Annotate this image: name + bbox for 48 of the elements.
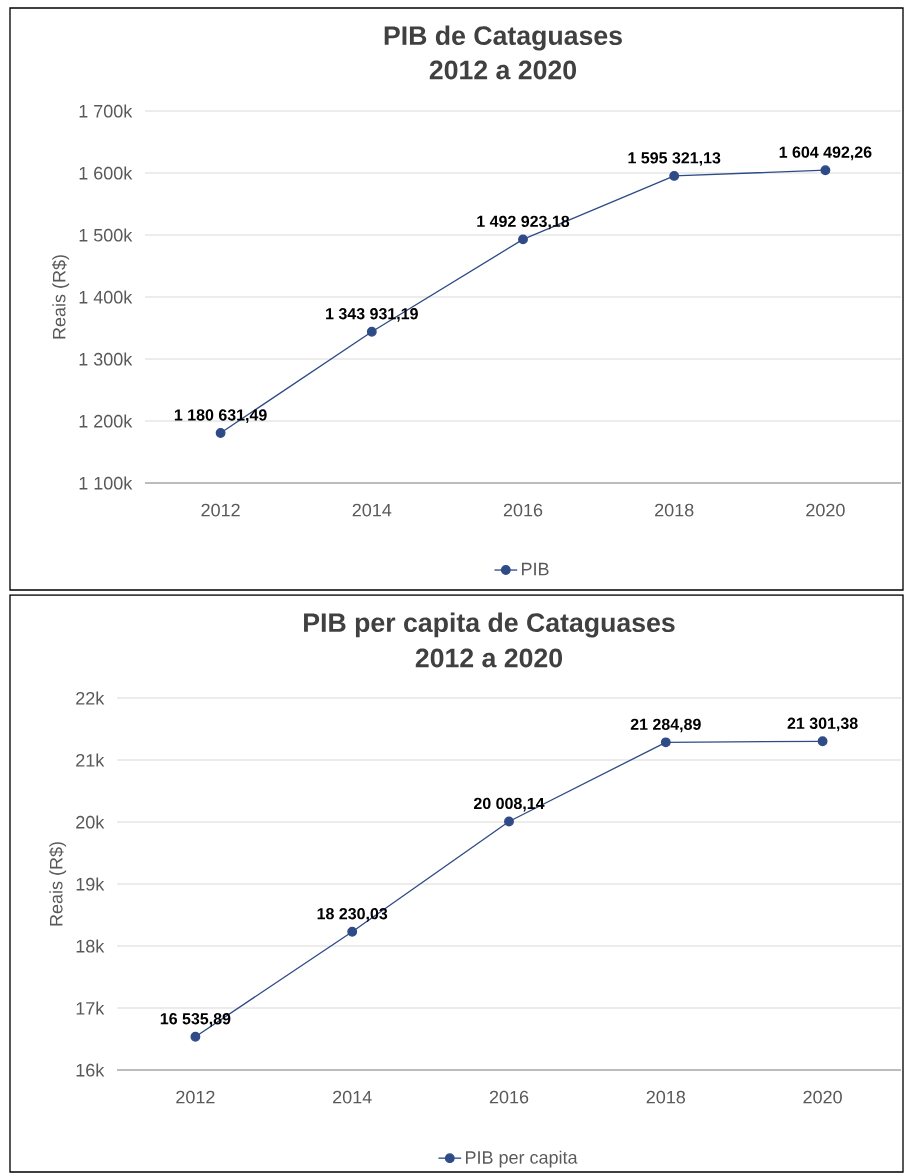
y-tick-label: 1 300k	[79, 352, 133, 366]
y-tick-label: 17k	[76, 1001, 105, 1015]
x-tick-label: 2012	[176, 1090, 215, 1104]
chart-subtitle: 2012 a 2020	[429, 60, 577, 80]
data-label: 20 008,14	[473, 797, 545, 812]
point	[215, 428, 226, 438]
x-tick-label: 2020	[806, 503, 845, 517]
x-tick-label: 2014	[333, 1090, 372, 1104]
chart-subtitle: 2012 a 2020	[415, 648, 563, 668]
x-tick-label: 2012	[201, 503, 240, 517]
point	[669, 170, 680, 181]
point	[366, 326, 377, 337]
y-tick-label: 1 100k	[79, 476, 133, 490]
y-tick-label: 19k	[76, 877, 105, 891]
data-label: 21 284,89	[630, 718, 701, 733]
y-tick-label: 1 400k	[79, 290, 133, 304]
y-axis-title: Reais (R$)	[52, 255, 70, 339]
x-tick-label: 2014	[352, 503, 392, 517]
x-tick-label: 2016	[489, 1090, 529, 1104]
point	[817, 736, 828, 747]
point	[820, 165, 831, 176]
legend-label: PIB	[522, 562, 549, 576]
point	[347, 926, 358, 937]
data-label: 1 604 492,26	[779, 146, 872, 161]
y-tick-label: 1 200k	[79, 414, 133, 428]
point	[504, 816, 514, 827]
x-tick-label: 2020	[803, 1090, 842, 1104]
y-axis-title: Reais (R$)	[49, 842, 67, 926]
point	[518, 234, 528, 245]
chart-title: PIB per capita de Cataguases	[304, 612, 675, 638]
x-tick-label: 2018	[646, 1090, 686, 1104]
legend-label: PIB per capita	[466, 1150, 578, 1168]
y-tick-label: 1 700k	[79, 104, 133, 118]
y-tick-label: 22k	[76, 691, 105, 705]
data-label: 1 595 321,13	[628, 152, 721, 166]
point	[190, 1031, 201, 1042]
point	[660, 737, 671, 748]
y-tick-label: 20k	[76, 815, 105, 829]
y-tick-label: 1 600k	[79, 166, 133, 180]
y-tick-label: 21k	[76, 753, 105, 767]
chart-title: PIB de Cataguases	[384, 25, 622, 51]
data-label: 21 301,38	[787, 717, 858, 732]
y-tick-label: 18k	[76, 939, 105, 953]
data-label: 1 492 923,18	[477, 215, 570, 230]
x-tick-label: 2018	[655, 503, 694, 517]
x-tick-label: 2016	[503, 503, 543, 517]
y-tick-label: 16k	[76, 1063, 105, 1077]
y-tick-label: 1 500k	[79, 228, 133, 242]
